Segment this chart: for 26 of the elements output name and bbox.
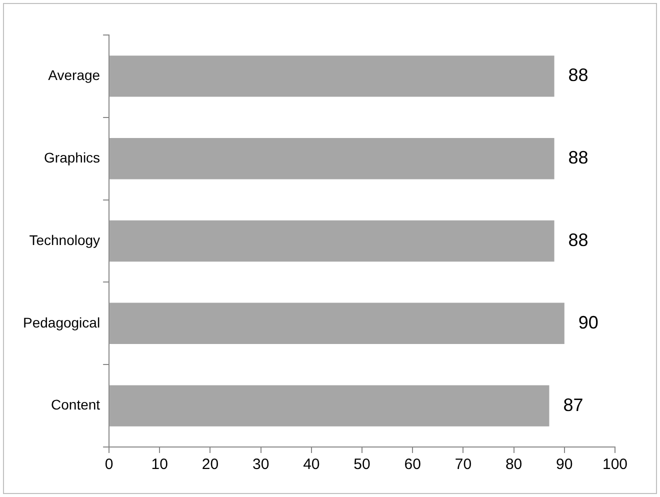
x-tick-label: 40 xyxy=(303,456,320,474)
x-tick-label: 60 xyxy=(404,456,421,474)
bar xyxy=(110,302,564,344)
bar xyxy=(110,138,554,180)
data-label: 90 xyxy=(578,312,598,332)
bar xyxy=(110,56,554,97)
x-tick-label: 90 xyxy=(556,456,573,474)
data-label: 87 xyxy=(563,394,584,415)
y-tick-label: Graphics xyxy=(44,149,100,166)
x-tick-label: 30 xyxy=(252,456,270,474)
y-tick-label: Average xyxy=(48,67,100,84)
data-label: 88 xyxy=(568,230,588,250)
data-label: 88 xyxy=(568,148,588,168)
bar xyxy=(110,220,554,262)
y-tick-label: Content xyxy=(51,396,100,413)
x-tick-label: 20 xyxy=(202,456,219,474)
x-tick-label: 100 xyxy=(602,456,628,474)
y-tick-label: Technology xyxy=(29,232,100,248)
y-tick-label: Pedagogical xyxy=(23,314,100,330)
x-tick-label: 50 xyxy=(354,456,370,474)
x-tick-label: 10 xyxy=(151,456,168,474)
x-tick-label: 0 xyxy=(104,456,114,474)
x-tick-label: 80 xyxy=(505,456,522,474)
data-label: 88 xyxy=(568,65,588,86)
bar xyxy=(110,385,550,426)
x-tick-label: 70 xyxy=(454,456,472,474)
